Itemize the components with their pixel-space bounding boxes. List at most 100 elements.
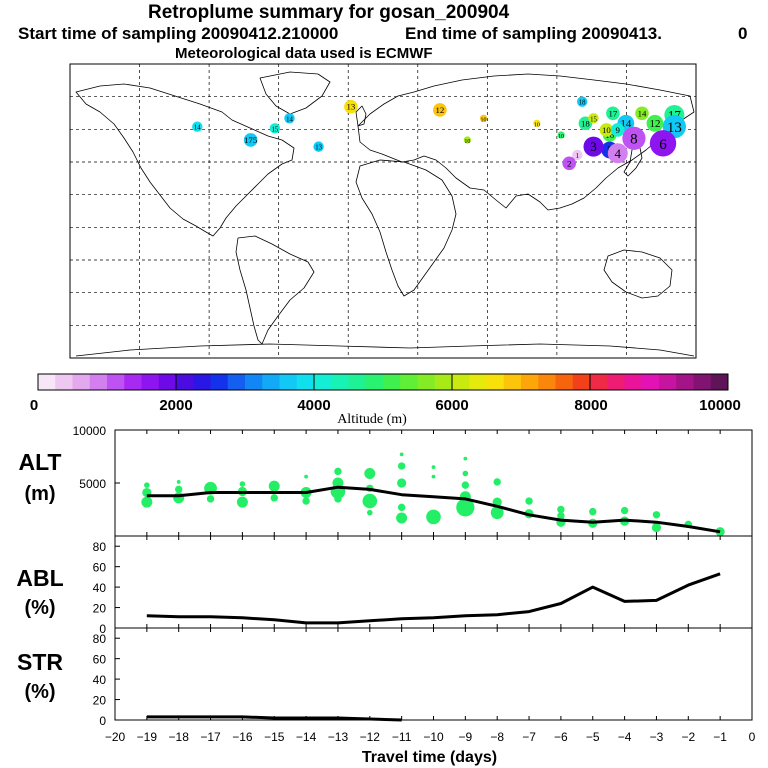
colorbar-segment bbox=[503, 374, 522, 390]
colorbar-segment bbox=[72, 374, 91, 390]
plume-point bbox=[533, 119, 541, 127]
map-frame bbox=[69, 63, 697, 359]
panel-label-alt: ALT bbox=[18, 449, 61, 475]
colorbar-segment bbox=[607, 374, 625, 390]
y-tick-label: 60 bbox=[93, 653, 107, 667]
colorbar-segment bbox=[210, 374, 229, 390]
colorbar-segment bbox=[572, 374, 591, 390]
world-map: 1818171614151417131210968534121415175141… bbox=[69, 63, 697, 359]
plume-point bbox=[192, 121, 203, 132]
colorbar-segment bbox=[348, 374, 367, 390]
plume-point bbox=[243, 133, 258, 147]
x-tick-label: −4 bbox=[618, 730, 632, 744]
plume-point-label: 175 bbox=[244, 135, 258, 145]
colorbar-segment bbox=[107, 374, 125, 390]
altitude-sample-point bbox=[490, 506, 504, 520]
altitude-sample-point bbox=[426, 509, 441, 525]
panel-alt: 5000 10000 ALT (m) bbox=[18, 424, 753, 537]
colorbar-segment bbox=[624, 374, 643, 390]
plume-point-label: 4 bbox=[615, 146, 622, 161]
plume-point-label: 10 bbox=[558, 134, 564, 140]
plume-point-label: 10 bbox=[534, 122, 540, 128]
altitude-sample-point bbox=[620, 506, 629, 515]
plume-point bbox=[557, 131, 565, 139]
colorbar-segment bbox=[314, 374, 332, 390]
colorbar-segment bbox=[590, 374, 608, 390]
met-data-label: Meteorological data used is ECMWF bbox=[175, 45, 433, 62]
x-tick-label: −7 bbox=[522, 730, 536, 744]
coastlines bbox=[75, 71, 695, 357]
y-tick-label: 40 bbox=[93, 581, 107, 595]
antarctica-outline bbox=[75, 343, 695, 357]
plume-point-label: 9 bbox=[616, 125, 621, 135]
y-tick-label: 60 bbox=[93, 561, 107, 575]
altitude-sample-point bbox=[397, 478, 407, 488]
panel-unit-abl: (%) bbox=[24, 597, 55, 619]
colorbar-tick-8000: 8000 bbox=[574, 397, 607, 414]
plume-point-label: 1 bbox=[576, 153, 579, 160]
plume-point-label: 14 bbox=[194, 125, 201, 132]
plume-point-label: 10 bbox=[602, 125, 611, 135]
plume-point bbox=[479, 114, 488, 122]
x-tick-label: −9 bbox=[459, 730, 473, 744]
plume-point-label: 14 bbox=[638, 108, 647, 118]
plume-point bbox=[610, 123, 625, 137]
altitude-sample-point bbox=[462, 470, 469, 477]
colorbar-segment bbox=[227, 374, 246, 390]
altitude-sample-point bbox=[652, 511, 661, 519]
colorbar-segment bbox=[417, 374, 436, 390]
colorbar-segment bbox=[176, 374, 194, 390]
plume-point-label: 12 bbox=[435, 105, 444, 115]
altitude-sample-point bbox=[239, 481, 246, 487]
time-series-panels: 5000 10000 ALT (m) 0 20 40 60 80 ABL (%) 0 20 40 60 80 S… bbox=[16, 424, 755, 766]
australia-outline bbox=[603, 249, 673, 299]
x-tick-label: −11 bbox=[392, 730, 412, 744]
altitude-sample-point bbox=[456, 498, 475, 517]
plume-point-label: 10 bbox=[481, 117, 487, 123]
plume-point-label: 14 bbox=[286, 116, 293, 123]
panel-label-str: STR bbox=[17, 649, 63, 675]
plume-point bbox=[583, 136, 604, 157]
altitude-sample-point bbox=[463, 456, 468, 461]
y-tick-label: 5000 bbox=[79, 477, 106, 491]
altitude-sample-point bbox=[557, 505, 565, 514]
japan-outline bbox=[623, 139, 643, 177]
altitude-sample-point bbox=[397, 503, 406, 512]
end-time-suffix: 0 bbox=[738, 24, 748, 43]
plume-point-label: 15 bbox=[590, 116, 597, 123]
colorbar-segment bbox=[521, 374, 539, 390]
altitude-sample-point bbox=[651, 522, 662, 533]
plume-point bbox=[313, 141, 324, 152]
colorbar-tick-6000: 6000 bbox=[435, 397, 468, 414]
y-tick-label: 40 bbox=[93, 673, 107, 687]
colorbar-segment bbox=[38, 374, 56, 390]
colorbar-segment bbox=[262, 374, 280, 390]
x-tick-label: −2 bbox=[681, 730, 695, 744]
colorbar-frame bbox=[37, 373, 729, 391]
colorbar-segment bbox=[55, 374, 73, 390]
colorbar-segment bbox=[296, 374, 315, 390]
altitude-sample-point bbox=[141, 496, 153, 508]
colorbar-segment bbox=[659, 374, 677, 390]
colorbar-tick-2000: 2000 bbox=[159, 397, 192, 414]
plume-point bbox=[344, 99, 358, 114]
plume-point-label: 15 bbox=[272, 126, 279, 133]
plume-point-label: 12 bbox=[649, 118, 660, 130]
x-tick-label: −10 bbox=[423, 730, 444, 744]
altitude-sample-point bbox=[557, 512, 565, 520]
x-tick-label: −20 bbox=[105, 730, 126, 744]
x-tick-label: −5 bbox=[586, 730, 600, 744]
x-tick-label: −12 bbox=[360, 730, 381, 744]
plume-point-label: 18 bbox=[579, 100, 586, 107]
altitude-sample-point bbox=[431, 465, 436, 469]
colorbar-segment bbox=[158, 374, 177, 390]
altitude-sample-point bbox=[268, 480, 280, 492]
plume-point bbox=[599, 123, 614, 137]
colorbar-tick-4000: 4000 bbox=[297, 397, 330, 414]
colorbar-segment bbox=[641, 374, 660, 390]
plume-point bbox=[646, 114, 664, 132]
end-time-label: End time of sampling 20090413. bbox=[405, 24, 662, 43]
colorbar-segment bbox=[710, 374, 729, 390]
altitude-sample-point bbox=[493, 478, 501, 486]
